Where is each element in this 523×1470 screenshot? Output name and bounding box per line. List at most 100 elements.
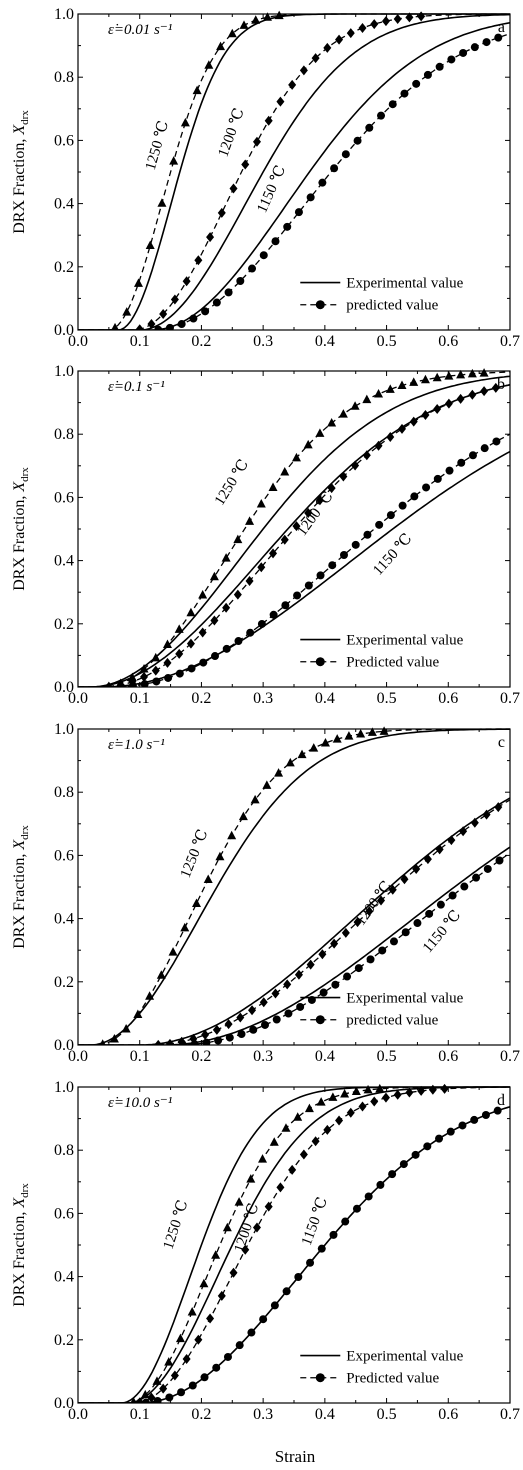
circle-marker bbox=[351, 540, 360, 549]
diamond-marker bbox=[269, 548, 278, 559]
strain-rate-label: ε̇=1.0 s⁻¹ bbox=[108, 737, 165, 753]
y-tick-label: 0.8 bbox=[54, 69, 74, 86]
diamond-marker bbox=[245, 576, 254, 587]
triangle-marker bbox=[280, 467, 290, 476]
diamond-marker bbox=[346, 1107, 355, 1118]
triangle-marker bbox=[385, 384, 395, 393]
circle-marker bbox=[247, 1328, 256, 1337]
circle-marker bbox=[165, 1393, 174, 1402]
triangle-marker bbox=[246, 1174, 256, 1183]
diamond-marker bbox=[170, 1370, 179, 1381]
triangle-marker bbox=[362, 394, 372, 404]
curves bbox=[78, 1083, 510, 1403]
triangle-marker bbox=[340, 1088, 350, 1098]
diamond-marker bbox=[494, 802, 503, 813]
circle-marker bbox=[281, 601, 290, 610]
circle-marker bbox=[141, 1398, 150, 1403]
diamond-marker bbox=[252, 136, 261, 147]
legend-experimental-label: Experimental value bbox=[346, 991, 463, 1007]
chart-panels: 0.0 0.1 0.2 0.3 0.4 0.5 0.6 0.7 0.0 0.2 0.4 0.6 0.8 1… bbox=[11, 6, 520, 1423]
diamond-marker bbox=[241, 1244, 250, 1255]
y-tick-label: 0.0 bbox=[54, 1395, 74, 1412]
x-tick-label: 0.3 bbox=[253, 1406, 273, 1423]
diamond-marker bbox=[370, 1096, 379, 1107]
legend-predicted-label: Predicted value bbox=[346, 655, 439, 671]
triangle-marker bbox=[327, 418, 337, 427]
diamond-marker bbox=[423, 854, 432, 865]
diamond-marker bbox=[327, 483, 336, 494]
diamond-marker bbox=[154, 1039, 163, 1045]
triangle-marker bbox=[309, 743, 319, 752]
circle-marker bbox=[422, 483, 431, 492]
diamond-marker bbox=[283, 979, 292, 990]
circle-marker bbox=[201, 307, 210, 316]
legend-predicted-label: predicted value bbox=[346, 298, 438, 314]
triangle-marker bbox=[151, 652, 161, 662]
legend-predicted-marker bbox=[315, 1015, 325, 1025]
triangle-marker bbox=[245, 516, 255, 525]
diamond-marker bbox=[393, 1089, 402, 1100]
triangle-marker bbox=[293, 1112, 303, 1121]
triangle-marker bbox=[268, 482, 278, 491]
diamond-marker bbox=[233, 589, 242, 600]
circle-marker bbox=[386, 511, 395, 520]
triangle-marker bbox=[133, 278, 143, 287]
x-tick-label: 0.0 bbox=[68, 1048, 88, 1065]
x-tick-label: 0.1 bbox=[130, 333, 150, 350]
circle-marker bbox=[152, 677, 161, 686]
diamond-marker bbox=[217, 1290, 226, 1301]
diamond-marker bbox=[206, 232, 215, 243]
x-tick-label: 0.5 bbox=[377, 1048, 397, 1065]
x-tick-label: 0.7 bbox=[500, 333, 520, 350]
diamond-marker bbox=[182, 1354, 191, 1365]
circle-marker bbox=[294, 1273, 303, 1282]
experimental-line bbox=[78, 728, 510, 1045]
x-tick-label: 0.7 bbox=[500, 690, 520, 707]
triangle-marker bbox=[211, 1250, 221, 1259]
triangle-marker bbox=[315, 428, 325, 437]
y-tick-label: 1.0 bbox=[54, 1079, 74, 1096]
x-tick-label: 0.2 bbox=[191, 1406, 211, 1423]
triangle-marker bbox=[379, 726, 389, 735]
circle-marker bbox=[248, 264, 257, 273]
diamond-marker bbox=[194, 1334, 203, 1345]
circle-marker bbox=[212, 1363, 221, 1372]
circle-marker bbox=[412, 79, 421, 88]
circle-marker bbox=[284, 1009, 293, 1018]
triangle-marker bbox=[168, 947, 178, 956]
triangle-marker bbox=[169, 156, 179, 165]
triangle-marker bbox=[262, 12, 272, 21]
x-tick-label: 0.6 bbox=[438, 1406, 458, 1423]
diamond-marker bbox=[264, 1201, 273, 1212]
y-tick-label: 0.2 bbox=[54, 1332, 74, 1349]
diamond-marker bbox=[323, 42, 332, 53]
circle-marker bbox=[435, 62, 444, 71]
circle-marker bbox=[294, 208, 303, 217]
diamond-marker bbox=[259, 997, 268, 1008]
diamond-marker bbox=[393, 14, 402, 25]
diamond-marker bbox=[335, 1115, 344, 1126]
y-tick-label: 0.2 bbox=[54, 616, 74, 633]
diamond-marker bbox=[175, 648, 184, 659]
circle-marker bbox=[272, 1015, 281, 1024]
diamond-marker bbox=[315, 495, 324, 506]
triangle-marker bbox=[304, 1103, 314, 1113]
diamond-marker bbox=[428, 1084, 437, 1095]
panel-letter: a bbox=[498, 19, 505, 36]
circle-marker bbox=[316, 571, 325, 580]
y-axis-title: DRX Fraction, Xdrx bbox=[11, 1183, 31, 1307]
x-tick-label: 0.4 bbox=[315, 333, 335, 350]
diamond-marker bbox=[257, 562, 266, 573]
x-tick-label: 0.3 bbox=[253, 690, 273, 707]
circle-marker bbox=[296, 1002, 305, 1011]
diamond-marker bbox=[252, 1222, 261, 1233]
x-tick-label: 0.7 bbox=[500, 1406, 520, 1423]
circle-marker bbox=[200, 1373, 209, 1382]
y-tick-label: 0.8 bbox=[54, 784, 74, 801]
circle-marker bbox=[246, 628, 255, 637]
x-tick-label: 0.1 bbox=[130, 1048, 150, 1065]
circle-marker bbox=[376, 1180, 385, 1189]
circle-marker bbox=[343, 972, 352, 981]
diamond-marker bbox=[229, 183, 238, 194]
diamond-marker bbox=[170, 294, 179, 305]
